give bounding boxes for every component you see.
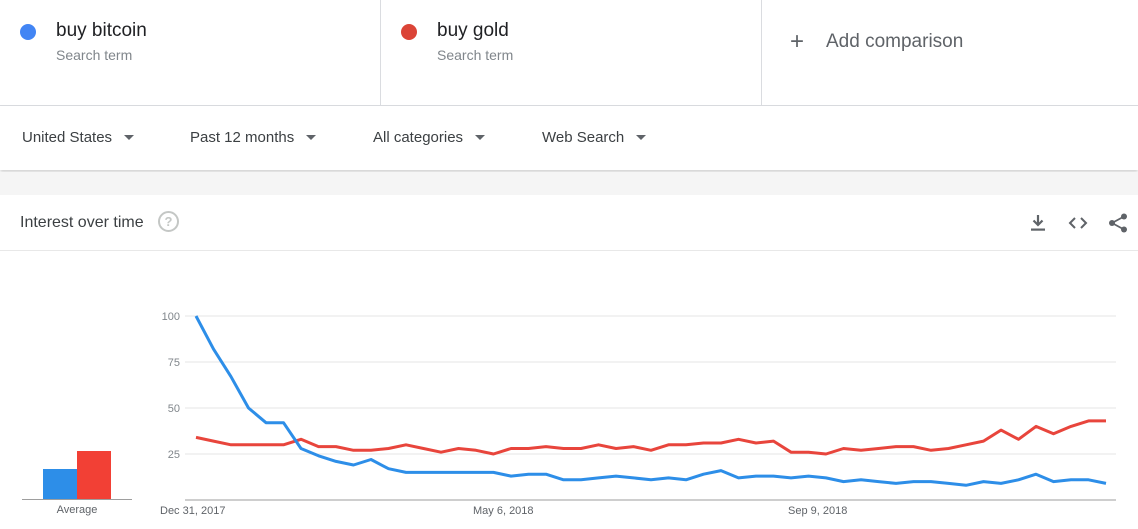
term-type: Search term bbox=[437, 47, 514, 63]
term-type: Search term bbox=[56, 47, 133, 63]
region-value: United States bbox=[22, 129, 113, 146]
series-line-buy-bitcoin[interactable] bbox=[194, 315, 1107, 487]
section-divider bbox=[0, 172, 1138, 195]
search-type-value: Web Search bbox=[542, 129, 625, 146]
term-card-gold[interactable]: buy gold Search term bbox=[381, 0, 762, 105]
interest-over-time-card: Interest over time ? Average 25 50 75 100 D… bbox=[0, 195, 1138, 529]
average-chart: Average bbox=[0, 251, 150, 529]
term-name[interactable]: buy bitcoin bbox=[56, 20, 147, 41]
card-title: Interest over time bbox=[20, 214, 144, 231]
x-tick-label: Sep 9, 2018 bbox=[788, 505, 847, 517]
add-comparison-button[interactable]: + Add comparison bbox=[762, 0, 1138, 105]
caret-down-icon bbox=[475, 135, 486, 140]
download-icon[interactable] bbox=[1026, 211, 1050, 235]
search-terms-bar: buy bitcoin Search term buy gold Search … bbox=[0, 0, 1138, 106]
embed-code-icon[interactable] bbox=[1066, 211, 1090, 235]
time-range-value: Past 12 months bbox=[190, 129, 295, 146]
time-range-dropdown[interactable]: Past 12 months bbox=[190, 129, 317, 146]
caret-down-icon bbox=[306, 135, 317, 140]
y-tick-label: 100 bbox=[162, 311, 180, 323]
search-type-dropdown[interactable]: Web Search bbox=[542, 129, 647, 146]
add-comparison-label: Add comparison bbox=[826, 31, 964, 52]
x-tick-label: Dec 31, 2017 bbox=[160, 505, 225, 517]
line-chart[interactable]: 25 50 75 100 Dec 31, 2017 May 6, 2018 Sep 9, … bbox=[0, 195, 1138, 529]
y-tick-label: 50 bbox=[168, 403, 180, 415]
category-value: All categories bbox=[373, 129, 464, 146]
plus-icon: + bbox=[790, 28, 805, 55]
caret-down-icon bbox=[124, 135, 135, 140]
category-dropdown[interactable]: All categories bbox=[373, 129, 486, 146]
term-name[interactable]: buy gold bbox=[437, 20, 509, 41]
x-tick-label: May 6, 2018 bbox=[473, 505, 534, 517]
filter-bar: United States Past 12 months All categor… bbox=[0, 106, 1138, 170]
average-axis bbox=[22, 499, 132, 500]
term-card-bitcoin[interactable]: buy bitcoin Search term bbox=[0, 0, 381, 105]
card-header: Interest over time ? bbox=[0, 195, 1138, 251]
average-label: Average bbox=[56, 504, 98, 516]
average-bar-gold[interactable] bbox=[77, 451, 111, 499]
term-color-dot bbox=[401, 24, 417, 40]
y-tick-label: 25 bbox=[168, 449, 180, 461]
series-line-buy-gold[interactable] bbox=[195, 419, 1106, 456]
help-icon[interactable]: ? bbox=[158, 211, 179, 232]
average-bar-bitcoin[interactable] bbox=[43, 469, 77, 499]
term-color-dot bbox=[20, 24, 36, 40]
y-tick-label: 75 bbox=[168, 357, 180, 369]
region-dropdown[interactable]: United States bbox=[22, 129, 135, 146]
caret-down-icon bbox=[636, 135, 647, 140]
share-icon[interactable] bbox=[1106, 211, 1130, 235]
